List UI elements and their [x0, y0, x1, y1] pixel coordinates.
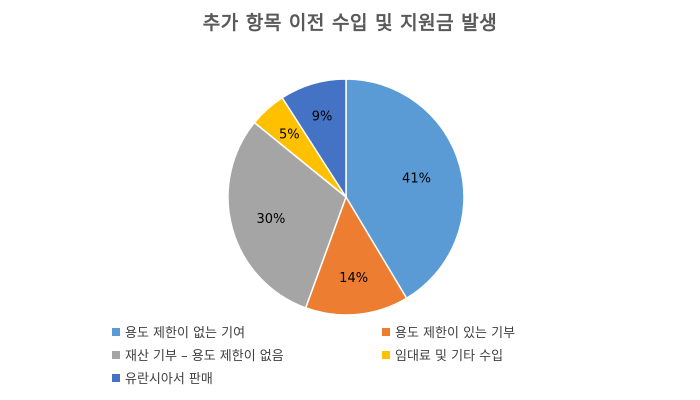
- slice-data-label: 14%: [339, 271, 368, 286]
- pie-slice: [227, 121, 347, 309]
- legend-swatch: [112, 350, 120, 359]
- legend-label: 용도 제한이 있는 기부: [395, 326, 516, 341]
- pie-slice: [345, 78, 465, 300]
- legend-label: 재산 기부 – 용도 제한이 없음: [125, 349, 284, 364]
- legend-swatch: [382, 350, 390, 359]
- pie-slice: [304, 195, 408, 316]
- slice-data-label: 9%: [312, 109, 333, 124]
- pie-chart: 41% 14% 30% 5% 9%: [227, 78, 465, 316]
- legend-item: 용도 제한이 없는 기여: [112, 322, 245, 341]
- slice-data-label: 41%: [402, 172, 431, 187]
- legend-label: 유란시아서 판매: [125, 372, 213, 387]
- pie-slice: [281, 78, 347, 200]
- legend-swatch: [112, 373, 120, 382]
- legend-item: 유란시아서 판매: [112, 368, 213, 387]
- slice-data-label: 5%: [279, 128, 300, 143]
- legend-item: 임대료 및 기타 수입: [382, 345, 503, 364]
- legend-swatch: [382, 327, 390, 336]
- legend-item: 용도 제한이 있는 기부: [382, 322, 515, 341]
- slice-data-label: 30%: [256, 212, 285, 227]
- legend-item: 재산 기부 – 용도 제한이 없음: [112, 345, 284, 364]
- legend-label: 임대료 및 기타 수입: [395, 349, 504, 364]
- legend-swatch: [112, 327, 120, 336]
- legend-label: 용도 제한이 없는 기여: [125, 326, 246, 341]
- chart-title: 추가 항목 이전 수입 및 지원금 발생: [202, 12, 498, 34]
